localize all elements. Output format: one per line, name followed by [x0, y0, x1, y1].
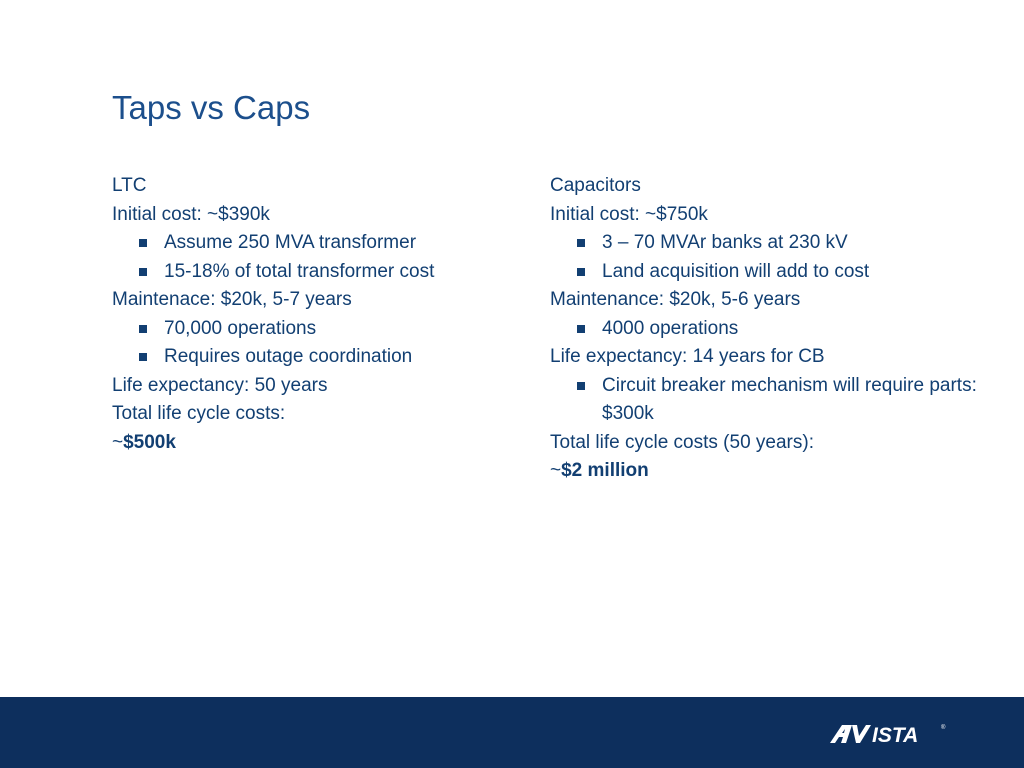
list-item: Assume 250 MVA transformer: [112, 229, 517, 258]
bullet-text: 70,000 operations: [164, 317, 317, 339]
list-item: Requires outage coordination: [112, 343, 517, 372]
bullet-text: 4000 operations: [602, 317, 739, 339]
slide-title: Taps vs Caps: [112, 89, 311, 126]
ltc-column: LTC Initial cost: ~$390k Assume 250 MVA …: [112, 172, 517, 457]
capacitors-total-label: Total life cycle costs (50 years):: [550, 431, 814, 453]
approx-symbol: ~: [112, 431, 124, 453]
square-bullet-icon: [139, 239, 147, 247]
capacitors-total-cost: ~$2 million: [550, 457, 985, 486]
ltc-heading: LTC: [112, 175, 147, 196]
approx-symbol: ~: [550, 460, 562, 481]
bullet-text: 3 – 70 MVAr banks at 230 kV: [602, 232, 848, 253]
ltc-maintenance-bullets: 70,000 operations Requires outage coordi…: [112, 315, 517, 372]
bullet-text: 15-18% of total transformer cost: [164, 260, 435, 282]
capacitors-life-bullets: Circuit breaker mechanism will require p…: [550, 372, 985, 429]
svg-text:ISTA: ISTA: [872, 724, 918, 746]
ltc-maintenance: Maintenace: $20k, 5-7 years: [112, 289, 352, 310]
square-bullet-icon: [577, 381, 585, 390]
square-bullet-icon: [577, 239, 585, 247]
ltc-total-label: Total life cycle costs:: [112, 403, 286, 424]
bullet-text: Requires outage coordination: [164, 346, 413, 367]
square-bullet-icon: [577, 267, 585, 276]
square-bullet-icon: [139, 267, 147, 276]
bullet-text: Assume 250 MVA transformer: [164, 232, 417, 253]
ltc-initial-cost-bullets: Assume 250 MVA transformer 15-18% of tot…: [112, 229, 517, 286]
ltc-life-expectancy: Life expectancy: 50 years: [112, 374, 328, 396]
capacitors-column: Capacitors Initial cost: ~$750k 3 – 70 M…: [550, 172, 985, 486]
capacitors-heading: Capacitors: [550, 175, 641, 196]
list-item: Circuit breaker mechanism will require p…: [550, 372, 985, 429]
capacitors-total-value: $2 million: [561, 460, 649, 481]
list-item: 4000 operations: [550, 315, 985, 344]
avista-logo: ISTA ®: [828, 722, 948, 746]
footer-bar: ISTA ®: [0, 697, 1024, 768]
capacitors-maintenance: Maintenance: $20k, 5-6 years: [550, 289, 801, 310]
list-item: 3 – 70 MVAr banks at 230 kV: [550, 229, 985, 258]
capacitors-maintenance-bullets: 4000 operations: [550, 315, 985, 344]
ltc-total-value: $500k: [123, 431, 176, 453]
ltc-total-cost: ~$500k: [112, 429, 517, 458]
square-bullet-icon: [139, 324, 147, 333]
capacitors-initial-cost-bullets: 3 – 70 MVAr banks at 230 kV Land acquisi…: [550, 229, 985, 286]
list-item: 15-18% of total transformer cost: [112, 258, 517, 287]
bullet-text: Circuit breaker mechanism will require p…: [602, 374, 977, 425]
list-item: Land acquisition will add to cost: [550, 258, 985, 287]
svg-text:®: ®: [941, 724, 946, 731]
ltc-initial-cost: Initial cost: ~$390k: [112, 203, 270, 225]
capacitors-life-expectancy: Life expectancy: 14 years for CB: [550, 346, 825, 367]
list-item: 70,000 operations: [112, 315, 517, 344]
bullet-text: Land acquisition will add to cost: [602, 260, 870, 282]
capacitors-initial-cost: Initial cost: ~$750k: [550, 203, 708, 225]
square-bullet-icon: [139, 353, 147, 361]
square-bullet-icon: [577, 324, 585, 333]
avista-logo-icon: ISTA ®: [830, 724, 946, 746]
